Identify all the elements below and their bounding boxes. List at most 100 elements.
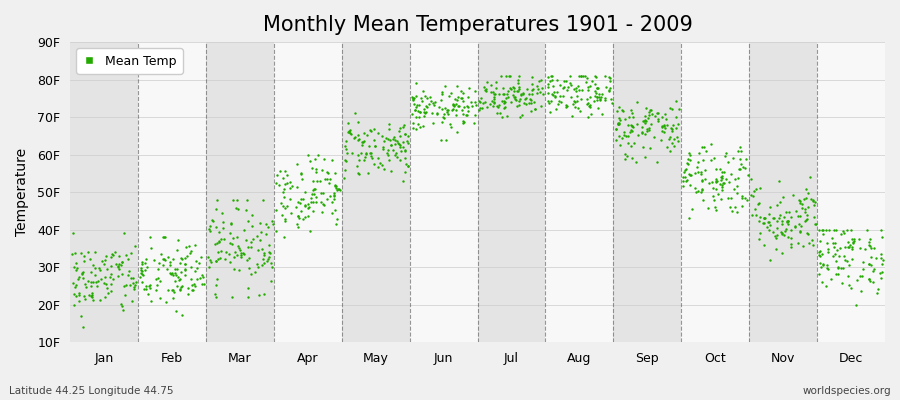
Point: [386, 136, 400, 142]
Point: [653, 137, 668, 144]
Point: [588, 88, 602, 95]
Point: [406, 96, 420, 102]
Point: [212, 249, 226, 255]
Point: [181, 284, 195, 291]
Point: [643, 125, 657, 131]
Point: [709, 178, 724, 184]
Point: [359, 132, 374, 138]
Point: [314, 190, 328, 196]
Point: [752, 218, 767, 224]
Point: [74, 250, 88, 256]
Point: [203, 222, 218, 229]
Point: [341, 129, 356, 135]
Point: [166, 287, 180, 294]
Point: [778, 226, 793, 232]
Point: [237, 251, 251, 257]
Point: [574, 73, 589, 79]
Point: [800, 190, 814, 196]
Point: [380, 150, 394, 156]
Point: [747, 206, 761, 212]
Point: [98, 281, 112, 287]
Point: [269, 207, 284, 213]
Point: [670, 134, 684, 140]
Point: [544, 98, 559, 104]
Point: [435, 119, 449, 126]
Point: [694, 189, 708, 196]
Point: [330, 186, 345, 192]
Point: [406, 96, 420, 103]
Point: [683, 157, 698, 164]
Point: [613, 117, 627, 124]
Point: [383, 137, 398, 143]
Point: [111, 263, 125, 269]
Point: [100, 266, 114, 272]
Point: [295, 176, 310, 182]
Point: [612, 133, 626, 139]
Point: [134, 265, 148, 272]
Point: [310, 178, 324, 184]
Point: [294, 196, 309, 202]
Point: [351, 119, 365, 126]
Point: [290, 161, 304, 167]
Point: [547, 93, 562, 99]
Point: [194, 254, 208, 260]
Point: [92, 265, 106, 272]
Point: [386, 147, 400, 153]
Point: [642, 109, 656, 115]
Point: [815, 226, 830, 233]
Point: [752, 236, 766, 242]
Bar: [342, 42, 410, 342]
Point: [829, 226, 843, 233]
Point: [377, 166, 392, 172]
Point: [170, 282, 184, 289]
Point: [246, 236, 260, 242]
Point: [724, 208, 739, 214]
Point: [388, 136, 402, 143]
Point: [275, 175, 290, 182]
Point: [135, 258, 149, 265]
Point: [104, 263, 118, 270]
Point: [559, 78, 573, 84]
Point: [637, 131, 652, 138]
Point: [136, 272, 150, 278]
Point: [851, 236, 866, 242]
Point: [283, 179, 297, 186]
Point: [303, 199, 318, 206]
Point: [483, 82, 498, 88]
Point: [69, 281, 84, 288]
Point: [656, 129, 670, 136]
Point: [549, 106, 563, 112]
Point: [510, 88, 525, 94]
Point: [328, 221, 343, 228]
Point: [365, 154, 380, 161]
Point: [465, 102, 480, 109]
Point: [486, 89, 500, 96]
Point: [186, 280, 201, 287]
Bar: [749, 42, 817, 342]
Point: [160, 254, 175, 260]
Point: [161, 287, 176, 293]
Point: [655, 124, 670, 130]
Point: [223, 230, 238, 236]
Point: [215, 210, 230, 216]
Point: [875, 268, 889, 275]
Point: [560, 103, 574, 110]
Point: [609, 126, 624, 132]
Point: [544, 73, 559, 79]
Point: [591, 94, 606, 100]
Point: [461, 104, 475, 110]
Point: [425, 110, 439, 116]
Point: [728, 176, 742, 182]
Point: [210, 240, 224, 246]
Point: [659, 116, 673, 122]
Point: [874, 274, 888, 281]
Point: [398, 154, 412, 161]
Point: [792, 197, 806, 204]
Point: [609, 137, 624, 144]
Point: [467, 99, 482, 106]
Point: [374, 133, 389, 140]
Point: [580, 114, 595, 120]
Point: [509, 102, 524, 109]
Point: [707, 155, 722, 161]
Point: [388, 152, 402, 158]
